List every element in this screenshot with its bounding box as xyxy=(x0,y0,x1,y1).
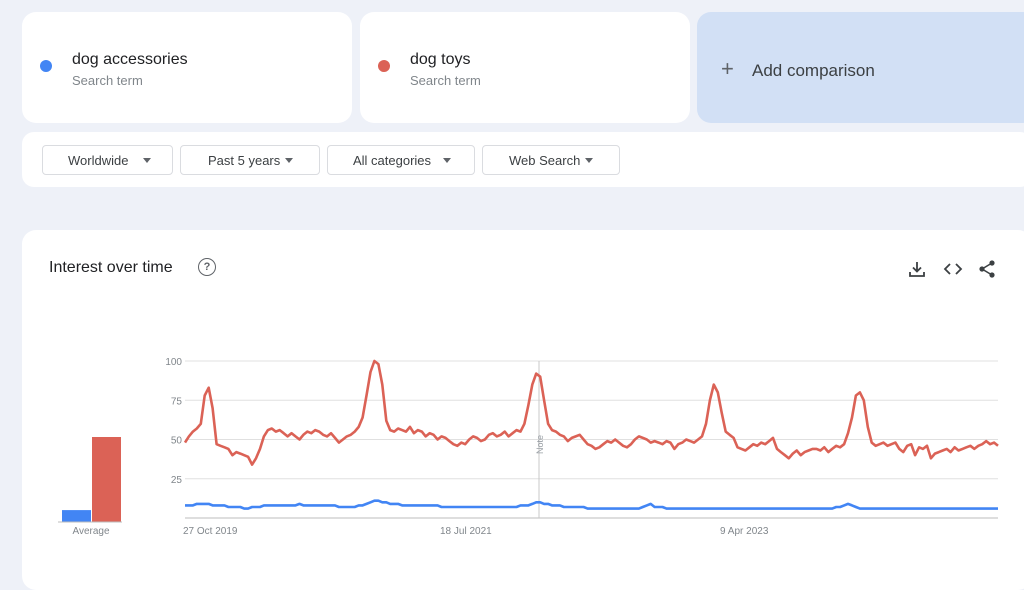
caret-down-icon xyxy=(143,158,151,163)
series-lines xyxy=(183,359,999,510)
add-comparison-button[interactable]: + Add comparison xyxy=(697,12,1024,123)
filter-label: Web Search xyxy=(509,153,581,168)
average-bar xyxy=(62,510,91,522)
chart-title: Interest over time xyxy=(49,259,173,276)
embed-icon[interactable] xyxy=(942,258,964,280)
series-color-dot xyxy=(378,60,390,72)
x-tick-label: 27 Oct 2019 xyxy=(183,526,238,537)
y-tick-label: 50 xyxy=(171,436,183,447)
y-tick-label: 25 xyxy=(171,475,183,486)
time-range-filter[interactable]: Past 5 years xyxy=(180,145,320,175)
chart-labels: 100 75 50 25 27 Oct 2019 18 Jul 2021 9 Apr 202… xyxy=(72,357,768,537)
category-filter[interactable]: All categories xyxy=(327,145,475,175)
filter-label: Worldwide xyxy=(68,153,129,168)
chart-grid xyxy=(185,360,998,519)
y-tick-label: 75 xyxy=(171,396,183,407)
term-subtitle: Search term xyxy=(72,73,143,88)
series-color-dot xyxy=(40,60,52,72)
term-name[interactable]: dog accessories xyxy=(72,51,188,68)
average-bar xyxy=(92,437,121,522)
term-subtitle: Search term xyxy=(410,73,481,88)
note-label: Note xyxy=(535,435,545,454)
filter-label: Past 5 years xyxy=(208,153,281,168)
interest-chart: 100 75 50 25 27 Oct 2019 18 Jul 2021 9 Apr 202… xyxy=(58,357,999,537)
interest-over-time-card: Interest over time ? 100 75 50 25 27 Oct 201… xyxy=(22,230,1024,590)
plus-icon: + xyxy=(721,56,734,81)
caret-down-icon xyxy=(585,158,593,163)
filter-label: All categories xyxy=(353,153,432,168)
term-name[interactable]: dog toys xyxy=(410,51,471,68)
share-icon[interactable] xyxy=(976,258,998,280)
average-label: Average xyxy=(72,526,110,537)
x-tick-label: 9 Apr 2023 xyxy=(720,526,769,537)
region-filter[interactable]: Worldwide xyxy=(42,145,173,175)
term-card-2[interactable]: dog toys Search term xyxy=(360,12,690,123)
series-line xyxy=(183,359,999,466)
term-card-1[interactable]: dog accessories Search term xyxy=(22,12,352,123)
y-tick-label: 100 xyxy=(165,357,182,368)
x-tick-label: 18 Jul 2021 xyxy=(440,526,492,537)
caret-down-icon xyxy=(285,158,293,163)
download-icon[interactable] xyxy=(906,258,928,280)
search-type-filter[interactable]: Web Search xyxy=(482,145,620,175)
help-icon[interactable]: ? xyxy=(198,258,216,276)
average-bars xyxy=(58,437,122,523)
add-comparison-label: Add comparison xyxy=(752,61,875,80)
series-line xyxy=(185,499,998,510)
filter-bar: Worldwide Past 5 years All categories We… xyxy=(22,132,1024,187)
caret-down-icon xyxy=(443,158,451,163)
